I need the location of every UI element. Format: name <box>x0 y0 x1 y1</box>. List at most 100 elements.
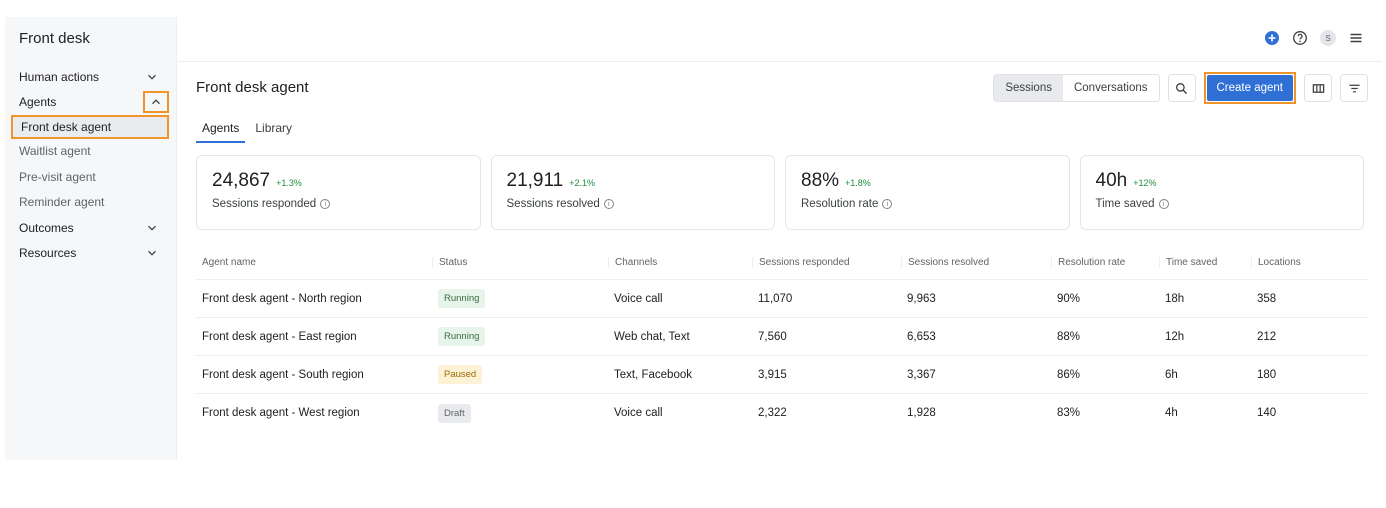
tab-library[interactable]: Library <box>255 121 293 135</box>
cell-agent-name[interactable]: Front desk agent - East region <box>202 330 357 343</box>
column-header-sessions-responded[interactable]: Sessions responded <box>752 256 901 268</box>
stat-value: 88% <box>801 170 840 191</box>
cell-locations: 212 <box>1257 330 1277 343</box>
cell-locations: 180 <box>1257 368 1277 381</box>
add-circle-icon[interactable] <box>1264 30 1280 46</box>
status-badge: Draft <box>438 403 471 423</box>
cell-resolution-rate: 86% <box>1057 368 1081 381</box>
sidebar-item-label: Outcomes <box>19 220 74 235</box>
column-header-sessions-resolved[interactable]: Sessions resolved <box>901 256 1051 268</box>
status-badge: Running <box>438 289 486 308</box>
cell-channels: Voice call <box>614 407 663 419</box>
cell-sessions-resolved: 1,928 <box>907 407 936 419</box>
stat-value: 21,911 <box>506 170 564 191</box>
chevron-down-icon[interactable] <box>145 246 159 260</box>
sidebar-item-label: Reminder agent <box>19 195 105 210</box>
column-header-time-saved[interactable]: Time saved <box>1159 256 1251 268</box>
info-icon[interactable]: i <box>1158 199 1169 209</box>
sidebar-item-pre-visit-agent[interactable]: Pre-visit agent <box>5 164 177 189</box>
column-header-channels[interactable]: Channels <box>608 256 752 268</box>
chevron-down-icon[interactable] <box>145 221 159 235</box>
stat-label: Sessions resolved <box>506 198 600 210</box>
sidebar-item-agents[interactable]: Agents <box>5 89 177 114</box>
status-badge: Paused <box>438 365 483 384</box>
columns-icon <box>1312 83 1324 93</box>
main-content: Front desk agent Sessions Conversations … <box>178 63 1382 460</box>
stat-delta: +1.8% <box>845 178 871 188</box>
stat-card-time-saved: 40h +12% Time saved i <box>1079 155 1364 230</box>
status-badge: Running <box>438 327 486 346</box>
search-icon <box>1176 82 1188 94</box>
stat-value: 40h <box>1095 170 1128 191</box>
cell-status: Running <box>432 327 608 346</box>
sidebar-nav: Human actions Agents Front desk agent Wa… <box>5 64 177 266</box>
cell-sessions-responded: 7,560 <box>758 330 787 343</box>
sidebar-item-outcomes[interactable]: Outcomes <box>5 215 177 240</box>
info-icon[interactable]: i <box>882 199 893 209</box>
sidebar-item-waitlist-agent[interactable]: Waitlist agent <box>5 139 177 164</box>
cell-status: Draft <box>432 403 608 423</box>
cell-sessions-responded: 2,322 <box>758 407 787 419</box>
sidebar-item-label: Human actions <box>19 69 100 84</box>
sidebar-item-label: Resources <box>19 246 77 261</box>
table-header-row: Agent name Status Channels Sessions resp… <box>196 245 1368 280</box>
column-header-agent-name[interactable]: Agent name <box>202 256 256 268</box>
table-row[interactable]: Front desk agent - West region Draft Voi… <box>196 394 1368 432</box>
cell-channels: Web chat, Text <box>614 330 690 343</box>
menu-icon[interactable] <box>1348 30 1364 46</box>
table-row[interactable]: Front desk agent - South region Paused T… <box>196 356 1368 394</box>
table-row[interactable]: Front desk agent - East region Running W… <box>196 318 1368 356</box>
stat-label: Time saved <box>1095 198 1155 210</box>
cell-time-saved: 18h <box>1165 292 1185 305</box>
help-icon[interactable] <box>1292 30 1308 46</box>
stat-card-sessions-responded: 24,867 +1.3% Sessions responded i <box>196 155 481 230</box>
filter-icon <box>1348 84 1360 92</box>
cell-agent-name[interactable]: Front desk agent - North region <box>202 292 362 305</box>
cell-time-saved: 6h <box>1165 368 1178 381</box>
chevron-down-icon[interactable] <box>145 70 159 84</box>
column-header-locations[interactable]: Locations <box>1251 256 1368 268</box>
cell-agent-name[interactable]: Front desk agent - South region <box>202 368 364 381</box>
sessions-toggle-button[interactable]: Sessions <box>994 75 1063 101</box>
info-icon[interactable]: i <box>603 199 614 209</box>
column-header-status[interactable]: Status <box>432 256 608 268</box>
cell-sessions-responded: 3,915 <box>758 368 787 381</box>
cell-agent-name[interactable]: Front desk agent - West region <box>202 407 360 419</box>
stat-label: Resolution rate <box>801 198 879 210</box>
sidebar-item-label: Pre-visit agent <box>19 169 96 184</box>
stat-delta: +2.1% <box>569 178 595 188</box>
cell-channels: Voice call <box>614 292 663 305</box>
stat-delta: +12% <box>1133 178 1157 188</box>
cell-sessions-responded: 11,070 <box>758 292 793 305</box>
sidebar-item-resources[interactable]: Resources <box>5 240 177 265</box>
sidebar-item-human-actions[interactable]: Human actions <box>5 64 177 89</box>
sidebar-item-label: Front desk agent <box>21 119 112 134</box>
info-icon[interactable]: i <box>320 199 331 209</box>
stat-delta: +1.3% <box>276 178 302 188</box>
stat-label: Sessions responded <box>212 198 317 210</box>
filter-button[interactable] <box>1340 74 1368 102</box>
table-row[interactable]: Front desk agent - North region Running … <box>196 280 1368 318</box>
stat-value: 24,867 <box>212 170 271 191</box>
cell-resolution-rate: 90% <box>1057 292 1081 305</box>
column-header-resolution-rate[interactable]: Resolution rate <box>1051 256 1159 268</box>
sidebar-item-label: Waitlist agent <box>19 144 91 159</box>
tab-agents[interactable]: Agents <box>196 121 246 143</box>
cell-sessions-resolved: 3,367 <box>907 368 936 381</box>
cell-status: Paused <box>432 365 608 384</box>
columns-button[interactable] <box>1304 74 1332 102</box>
tab-bar: Agents Library <box>196 121 302 143</box>
avatar[interactable]: S <box>1320 30 1336 46</box>
sidebar-item-front-desk-agent[interactable]: Front desk agent <box>11 114 169 139</box>
cell-locations: 140 <box>1257 407 1277 419</box>
cell-channels: Text, Facebook <box>614 368 692 381</box>
agents-table: Agent name Status Channels Sessions resp… <box>196 245 1368 432</box>
search-button[interactable] <box>1167 74 1196 102</box>
top-bar: S <box>178 17 1382 62</box>
sidebar-item-reminder-agent[interactable]: Reminder agent <box>5 190 177 215</box>
stat-cards: 24,867 +1.3% Sessions responded i 21,911 +2… <box>196 155 1364 230</box>
conversations-toggle-button[interactable]: Conversations <box>1062 75 1159 101</box>
chevron-up-icon[interactable] <box>143 91 169 114</box>
sidebar-item-label: Agents <box>19 95 57 110</box>
create-agent-button[interactable]: Create agent <box>1206 75 1293 101</box>
